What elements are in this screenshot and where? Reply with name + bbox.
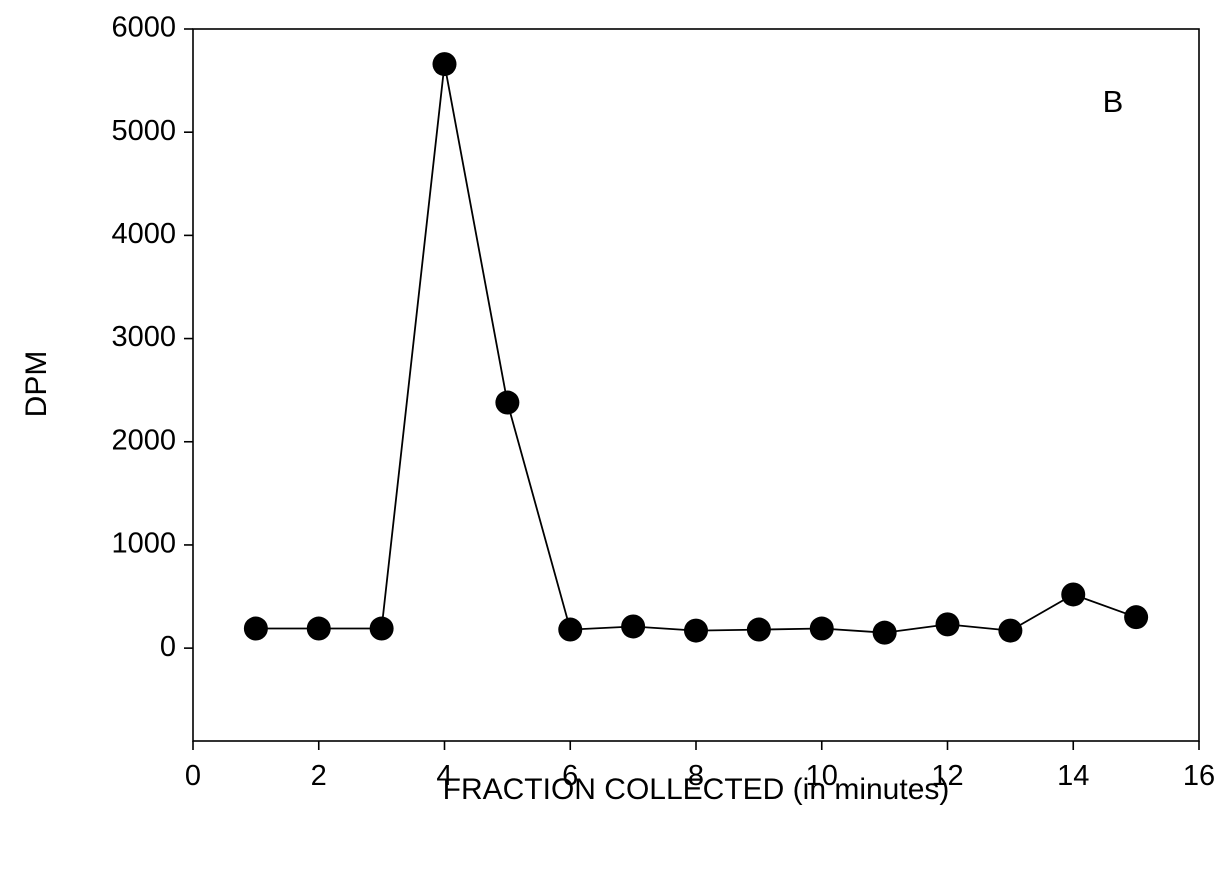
data-point <box>621 614 646 639</box>
y-tick-label: 2000 <box>111 424 176 456</box>
data-point <box>998 618 1023 643</box>
x-tick-label: 0 <box>185 760 201 792</box>
y-tick-label: 3000 <box>111 321 176 353</box>
y-tick-label: 0 <box>160 631 176 663</box>
x-axis-title: FRACTION COLLECTED (in minutes) <box>443 773 950 806</box>
data-point <box>746 617 771 642</box>
x-tick-label: 16 <box>1183 760 1215 792</box>
x-tick-label: 12 <box>931 760 963 792</box>
x-tick-label: 6 <box>562 760 578 792</box>
x-tick-label: 14 <box>1057 760 1089 792</box>
y-tick-label: 6000 <box>111 12 176 44</box>
x-tick-label: 10 <box>806 760 838 792</box>
data-point <box>558 617 583 642</box>
series-line <box>255 63 1137 634</box>
x-tick-label: 4 <box>436 760 452 792</box>
data-point <box>369 616 394 641</box>
data-point <box>872 620 897 645</box>
y-tick-label: 4000 <box>111 218 176 250</box>
x-tick-label: 2 <box>311 760 327 792</box>
y-tick-label: 1000 <box>111 528 176 560</box>
panel-label: B <box>1103 84 1124 119</box>
data-point <box>1061 582 1086 607</box>
data-point <box>432 52 457 77</box>
data-point <box>1124 605 1149 630</box>
data-point <box>935 612 960 637</box>
y-tick-label: 5000 <box>111 115 176 147</box>
data-point <box>243 616 268 641</box>
data-point <box>684 618 708 643</box>
data-point <box>495 390 520 415</box>
x-tick-label: 8 <box>688 760 704 792</box>
y-axis-title: DPM <box>20 351 53 418</box>
data-point <box>306 616 331 641</box>
data-point <box>809 616 834 641</box>
